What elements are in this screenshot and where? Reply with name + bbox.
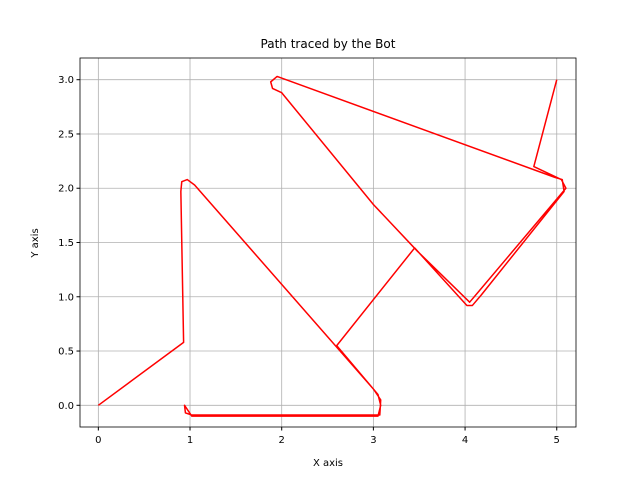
- x-tick-label: 5: [554, 435, 560, 446]
- x-axis-label: X axis: [313, 458, 343, 469]
- x-tick-label: 4: [462, 435, 468, 446]
- x-tick-label: 1: [187, 435, 193, 446]
- x-tick-label: 3: [370, 435, 376, 446]
- x-tick-label: 0: [95, 435, 101, 446]
- plot-frame: [79, 57, 577, 428]
- chart-title: Path traced by the Bot: [261, 37, 396, 51]
- y-tick-label: 0.5: [58, 347, 74, 358]
- data-line: [97, 75, 567, 417]
- y-tick-label: 2.5: [58, 129, 74, 140]
- y-axis-label: Y axis: [30, 228, 41, 258]
- y-tick-label: 0.0: [58, 401, 74, 412]
- y-tick-label: 2.0: [58, 184, 74, 195]
- y-tick-label: 1.5: [58, 238, 74, 249]
- y-tick-label: 1.0: [58, 292, 74, 303]
- y-tick-label: 3.0: [58, 75, 74, 86]
- x-tick-label: 2: [279, 435, 285, 446]
